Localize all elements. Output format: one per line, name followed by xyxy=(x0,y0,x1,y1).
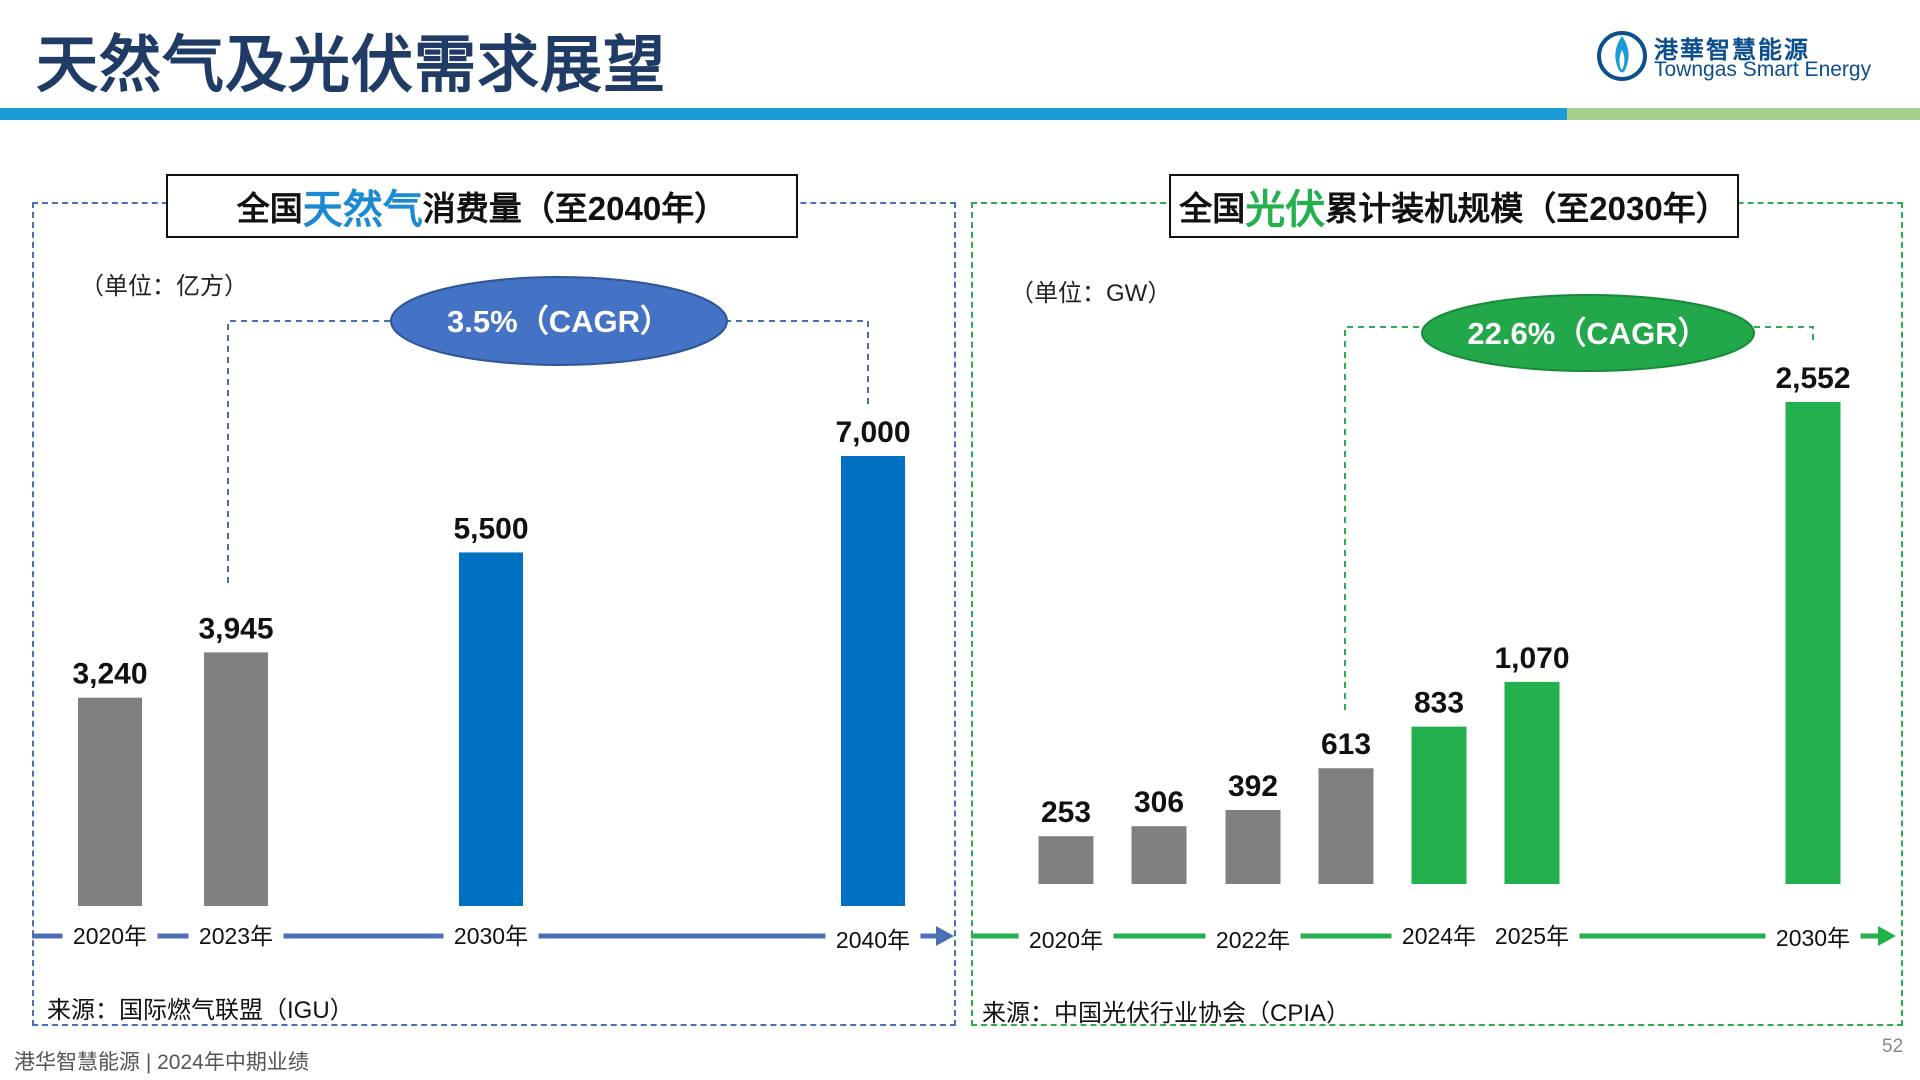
pv-chart-title: 全国 光伏 累计装机规模（至2030年） xyxy=(1169,174,1739,238)
gas-tick-label-0: 2020年 xyxy=(73,923,147,949)
pv-cagr-badge xyxy=(1421,294,1755,372)
pv-value-label-4: 833 xyxy=(1414,687,1464,720)
pv-unit-label: （单位：GW） xyxy=(1010,280,1172,307)
gas-tick-label-3: 2040年 xyxy=(836,927,910,953)
logo-english-name: Towngas Smart Energy xyxy=(1654,58,1872,81)
gas-tick-bg-1 xyxy=(188,918,284,952)
pv-bar-2 xyxy=(1225,809,1281,884)
pv-value-label-5: 1,070 xyxy=(1494,642,1569,675)
pv-tick-bg-5 xyxy=(1484,918,1580,952)
gas-cagr-label: 3.5%（CAGR） xyxy=(447,304,671,339)
pv-tick-bg-0 xyxy=(1018,922,1114,956)
page-number: 52 xyxy=(1882,1036,1904,1057)
gas-title-prefix: 全国 xyxy=(236,190,303,227)
pv-value-label-3: 613 xyxy=(1321,728,1371,761)
gas-title-highlight: 天然气 xyxy=(302,188,423,232)
gas-tick-bg-2 xyxy=(443,918,539,952)
logo-chinese-name: 港華智慧能源 xyxy=(1654,37,1810,64)
pv-bar-6 xyxy=(1785,402,1841,884)
pv-bar-5 xyxy=(1504,681,1560,884)
footer-text: 港华智慧能源 | 2024年中期业绩 xyxy=(14,1051,309,1074)
pv-tick-label-4: 2024年 xyxy=(1402,923,1476,949)
header-stripe-blue xyxy=(0,108,1567,120)
header-stripe-green xyxy=(1567,108,1920,120)
pv-tick-bg-2 xyxy=(1205,922,1301,956)
pv-title-highlight: 光伏 xyxy=(1245,188,1326,232)
gas-source-note: 来源：国际燃气联盟（IGU） xyxy=(47,997,354,1024)
gas-tick-bg-0 xyxy=(62,918,158,952)
pv-value-label-2: 392 xyxy=(1228,770,1278,803)
pv-title-suffix: 累计装机规模（至2030年） xyxy=(1325,190,1729,227)
pv-axis-arrow-icon xyxy=(1878,926,1896,946)
company-logo: 港華智慧能源 Towngas Smart Energy xyxy=(1596,28,1896,88)
pv-cagr-label: 22.6%（CAGR） xyxy=(1467,316,1708,351)
pv-value-label-0: 253 xyxy=(1041,796,1091,829)
pv-tick-label-6: 2030年 xyxy=(1776,925,1850,951)
pv-tick-label-0: 2020年 xyxy=(1029,927,1103,953)
pv-source-note: 来源：中国光伏行业协会（CPIA） xyxy=(982,1000,1351,1027)
gas-tick-label-1: 2023年 xyxy=(199,923,273,949)
pv-tick-label-2: 2022年 xyxy=(1216,927,1290,953)
gas-title-suffix: 消费量（至2040年） xyxy=(422,190,728,227)
pv-cagr-connector xyxy=(1344,326,1814,710)
pv-bar-3 xyxy=(1318,768,1374,884)
page-title: 天然气及光伏需求展望 xyxy=(36,31,667,100)
gas-bars-group: 3,240 2020年 3,945 2023年 5,500 2030年 7,000 2040年 xyxy=(62,416,921,956)
pv-title-prefix: 全国 xyxy=(1179,190,1246,227)
gas-bar-2 xyxy=(459,552,523,906)
gas-bar-0 xyxy=(78,697,142,906)
gas-unit-label: （单位：亿方） xyxy=(80,273,248,300)
gas-bar-1 xyxy=(204,652,268,906)
flame-logo-icon xyxy=(1597,31,1647,81)
gas-chart-title: 全国 天然气 消费量（至2040年） xyxy=(166,174,798,238)
gas-cagr-badge xyxy=(390,276,728,366)
gas-bar-3 xyxy=(841,456,905,906)
gas-value-label-3: 7,000 xyxy=(835,416,910,449)
gas-tick-label-2: 2030年 xyxy=(454,923,528,949)
pv-value-label-1: 306 xyxy=(1134,786,1184,819)
gas-value-label-1: 3,945 xyxy=(198,612,273,645)
pv-value-label-6: 2,552 xyxy=(1775,362,1850,395)
pv-tick-bg-4 xyxy=(1391,918,1487,952)
pv-bars-group: 253 2020年 306 392 2022年 613 833 2024年 1,070 2025年… xyxy=(1018,362,1861,956)
gas-value-label-2: 5,500 xyxy=(453,512,528,545)
pv-bar-1 xyxy=(1131,826,1187,884)
gas-tick-bg-3 xyxy=(825,922,921,956)
pv-bar-0 xyxy=(1038,836,1094,884)
pv-tick-bg-6 xyxy=(1765,920,1861,954)
gas-axis-arrow-icon xyxy=(936,926,954,946)
pv-tick-label-5: 2025年 xyxy=(1495,923,1569,949)
pv-bar-4 xyxy=(1411,726,1467,884)
gas-value-label-0: 3,240 xyxy=(72,658,147,691)
